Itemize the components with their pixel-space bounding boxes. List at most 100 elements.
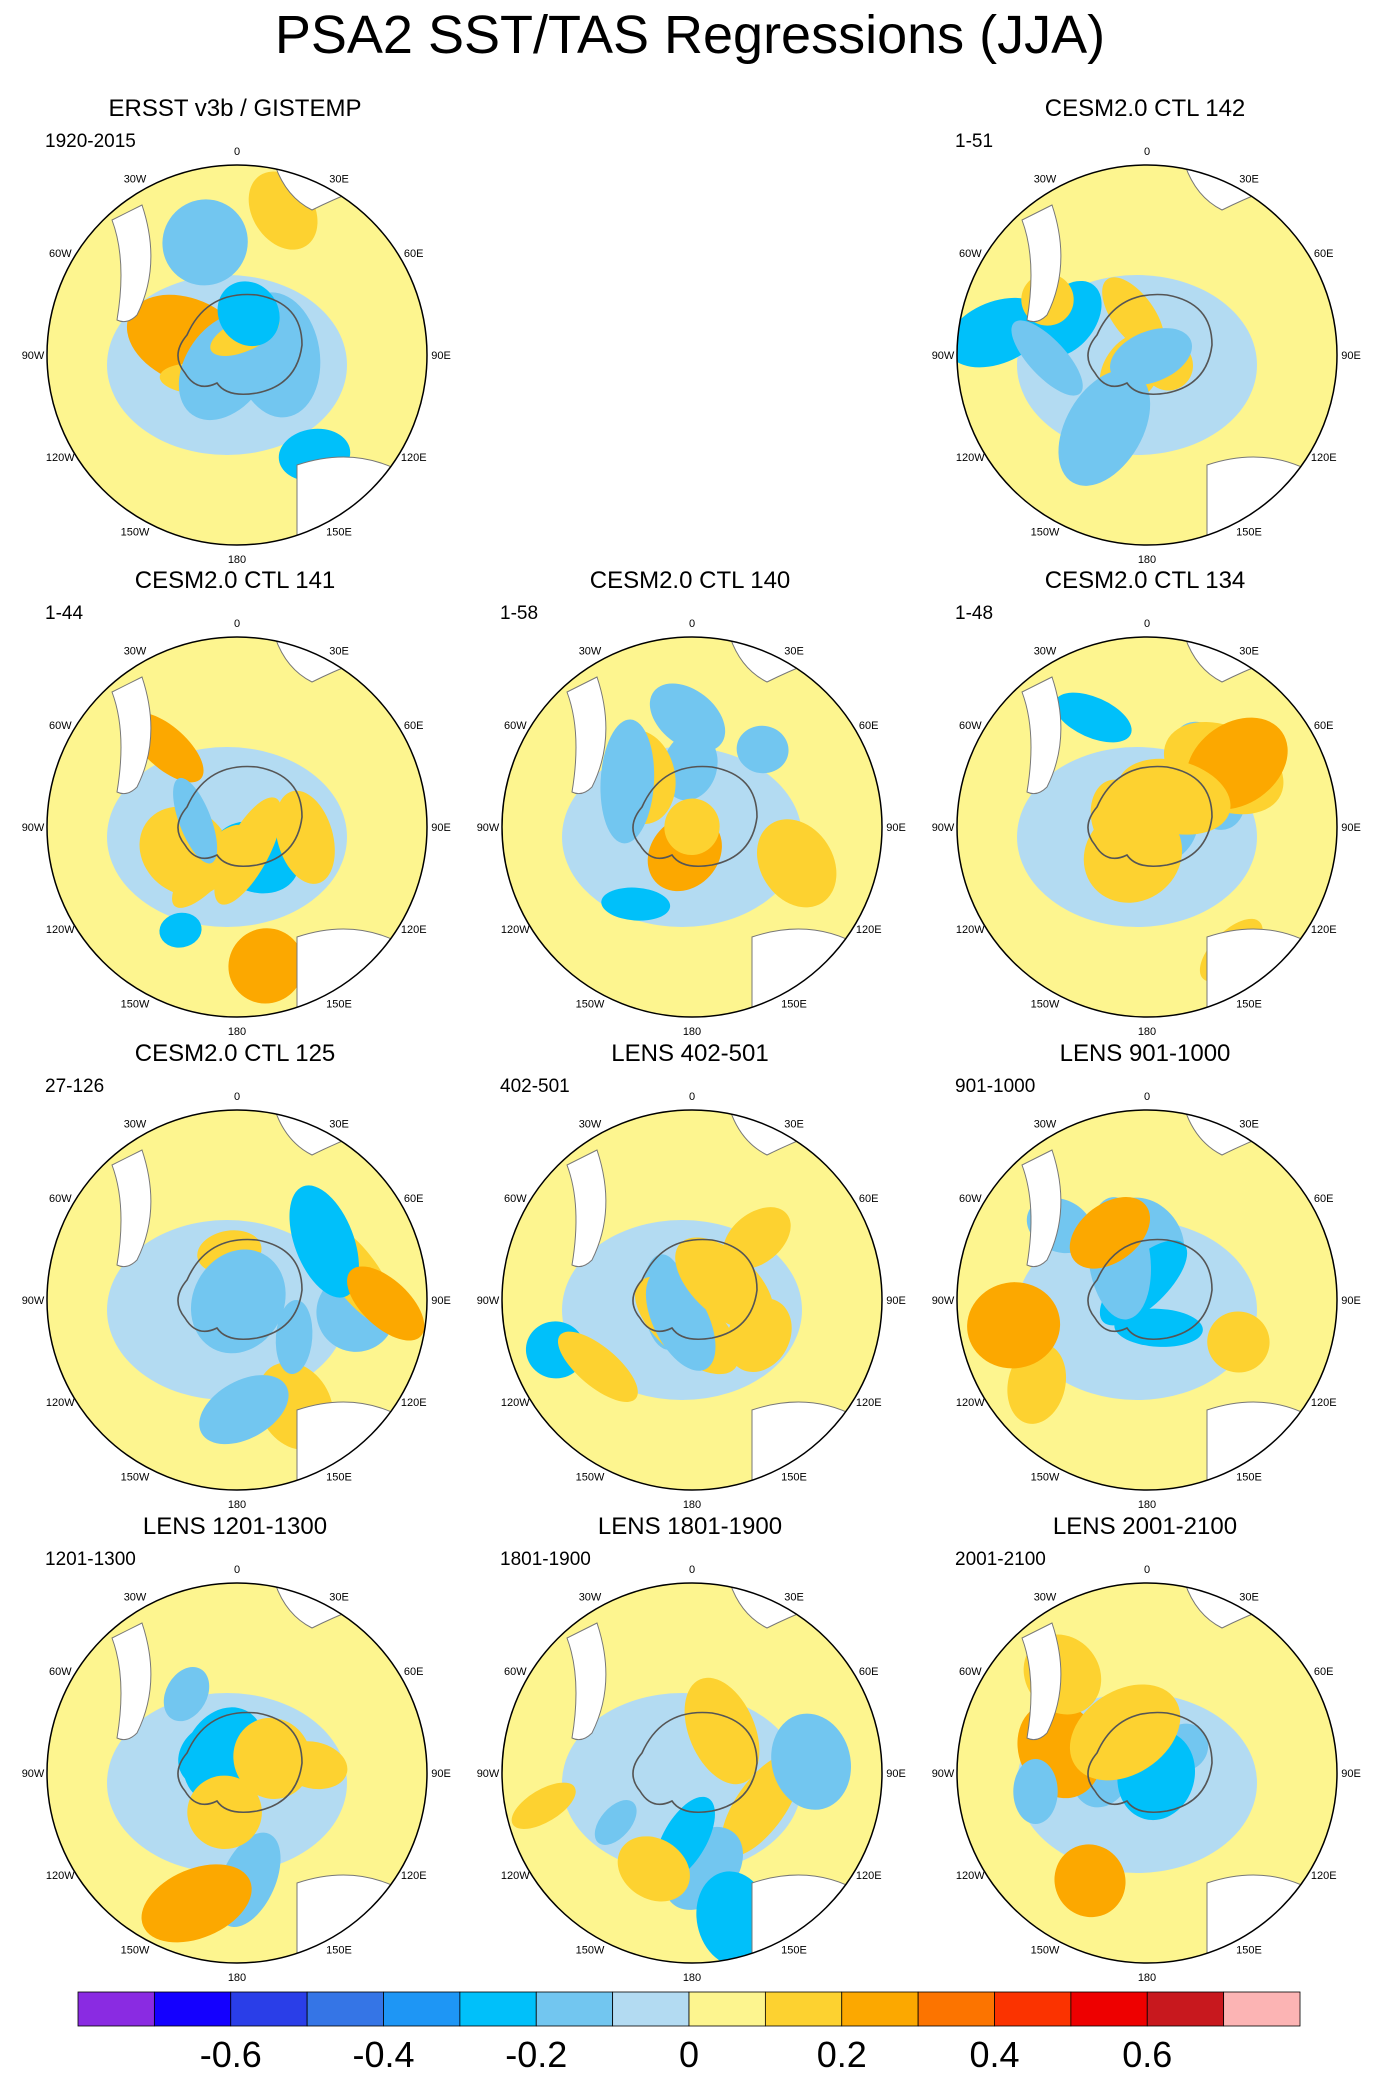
- map-boundary-circle: [501, 1582, 883, 1964]
- panel-period: 1-51: [955, 131, 994, 152]
- anomaly-contour: [736, 725, 789, 774]
- longitude-label: 180: [228, 1972, 246, 1983]
- longitude-label: 180: [1138, 554, 1156, 565]
- colorbar-segment: [1146, 1991, 1225, 2027]
- map-panel: CESM2.0 CTL 142 1-51 0 30E 60E 90E 120E 150E 180…: [915, 95, 1375, 565]
- longitude-label: 150W: [576, 1472, 605, 1484]
- anomaly-contour: [1054, 1844, 1126, 1918]
- longitude-label: 60E: [404, 248, 424, 260]
- longitude-label: 0: [1144, 146, 1150, 158]
- anomaly-contour: [1013, 1759, 1058, 1824]
- longitude-label: 150W: [1031, 1472, 1060, 1484]
- colorbar-segment: [383, 1991, 461, 2027]
- map-panel: CESM2.0 CTL 134 1-48 0 30E 60E 90E 120E 150E 180…: [915, 567, 1375, 1037]
- longitude-label: 60E: [404, 1193, 424, 1205]
- longitude-label: 60E: [1314, 248, 1334, 260]
- longitude-label: 0: [1144, 1564, 1150, 1576]
- south-america-landmass: [111, 1622, 152, 1741]
- longitude-label: 90E: [431, 1295, 451, 1307]
- longitude-label: 120W: [46, 1870, 75, 1882]
- anomaly-contour: [199, 1375, 289, 1445]
- longitude-label: 120W: [501, 1870, 530, 1882]
- anomaly-contour: [601, 887, 671, 921]
- colorbar-tick-label: -0.6: [199, 2034, 262, 2075]
- longitude-label: 60W: [49, 248, 72, 260]
- longitude-label: 60E: [1314, 1666, 1334, 1678]
- longitude-label: 60E: [859, 1193, 879, 1205]
- longitude-label: 150E: [1236, 1472, 1262, 1484]
- colorbar-segment: [459, 1991, 537, 2027]
- australia-landmass: [1206, 1401, 1337, 1490]
- panel-period: 901-1000: [955, 1076, 1036, 1097]
- anomaly-contour: [163, 1667, 210, 1722]
- longitude-label: 30W: [124, 645, 147, 657]
- longitude-label: 60W: [504, 1666, 527, 1678]
- anomaly-contour: [228, 928, 304, 1004]
- longitude-label: 150W: [121, 1472, 150, 1484]
- panel-period: 1801-1900: [500, 1549, 591, 1570]
- longitude-label: 90E: [886, 1295, 906, 1307]
- longitude-label: 150E: [781, 1472, 807, 1484]
- longitude-label: 150W: [121, 1945, 150, 1957]
- longitude-label: 150W: [1031, 999, 1060, 1011]
- longitude-label: 180: [1138, 1972, 1156, 1983]
- australia-landmass: [296, 1401, 427, 1490]
- longitude-label: 180: [683, 1026, 701, 1037]
- longitude-label: 90E: [1341, 1768, 1361, 1780]
- longitude-label: 120W: [956, 924, 985, 936]
- south-america-landmass: [111, 1149, 152, 1268]
- anomaly-contour: [1069, 1197, 1151, 1269]
- longitude-label: 60E: [859, 720, 879, 732]
- south-america-landmass: [1021, 204, 1062, 323]
- longitude-label: 150W: [121, 999, 150, 1011]
- longitude-label: 30W: [124, 1118, 147, 1130]
- longitude-label: 0: [1144, 1091, 1150, 1103]
- longitude-label: 180: [1138, 1026, 1156, 1037]
- colorbar-segment: [917, 1991, 995, 2027]
- longitude-label: 0: [689, 1091, 695, 1103]
- australia-landmass: [1206, 1874, 1337, 1963]
- colorbar-segment: [994, 1991, 1072, 2027]
- longitude-label: 120E: [1311, 924, 1337, 936]
- colorbar-segment: [77, 1991, 155, 2027]
- map-panel: LENS 1801-1900 1801-1900 0 30E 60E 90E 120E 150…: [460, 1513, 920, 1983]
- australia-landmass: [296, 1874, 427, 1963]
- panel-period: 1-58: [500, 603, 539, 624]
- polar-stereographic-map: 0 30E 60E 90E 120E 150E 180 150W 120W 90W 60W 30W: [22, 1564, 451, 1983]
- longitude-label: 30W: [579, 1591, 602, 1603]
- longitude-label: 150W: [121, 527, 150, 539]
- longitude-label: 30E: [1239, 1591, 1259, 1603]
- polar-stereographic-map: 0 30E 60E 90E 120E 150E 180 150W 120W 90W 60W 30W: [932, 618, 1361, 1037]
- map-boundary-circle: [501, 1109, 883, 1491]
- longitude-label: 60E: [1314, 720, 1334, 732]
- south-america-landmass: [1021, 676, 1062, 795]
- longitude-label: 30W: [1034, 1118, 1057, 1130]
- polar-stereographic-map: 0 30E 60E 90E 120E 150E 180 150W 120W 90W 60W 30W: [477, 618, 906, 1037]
- longitude-label: 120W: [46, 1397, 75, 1409]
- longitude-label: 60W: [49, 1666, 72, 1678]
- panel-period: 2001-2100: [955, 1549, 1046, 1570]
- polar-stereographic-map: 0 30E 60E 90E 120E 150E 180 150W 120W 90W 60W 30W: [22, 146, 451, 565]
- longitude-label: 120E: [856, 1870, 882, 1882]
- south-america-landmass: [566, 676, 607, 795]
- anomaly-contour: [617, 1836, 690, 1902]
- anomaly-contour: [1207, 1311, 1270, 1373]
- anomaly-contour: [557, 1331, 638, 1402]
- antarctica-coastline: [1087, 1238, 1213, 1341]
- colorbar-segment: [612, 1991, 690, 2027]
- colorbar-tick-label: -0.2: [505, 2034, 568, 2075]
- antarctica-coastline: [177, 293, 303, 396]
- longitude-label: 150E: [326, 527, 352, 539]
- map-panel: ERSST v3b / GISTEMP 1920-2015 0 30E 60E 90E 12…: [5, 95, 465, 565]
- colorbar-segment: [153, 1991, 232, 2027]
- longitude-label: 90E: [1341, 822, 1361, 834]
- longitude-label: 90E: [431, 350, 451, 362]
- longitude-label: 90E: [431, 822, 451, 834]
- antarctica-coastline: [177, 1238, 303, 1341]
- longitude-label: 120W: [501, 1397, 530, 1409]
- map-panel: LENS 1201-1300 1201-1300 0 30E 60E 90E 120E 150…: [5, 1513, 465, 1983]
- longitude-label: 90E: [886, 822, 906, 834]
- longitude-label: 30E: [784, 645, 804, 657]
- longitude-label: 120E: [856, 1397, 882, 1409]
- longitude-label: 150E: [781, 1945, 807, 1957]
